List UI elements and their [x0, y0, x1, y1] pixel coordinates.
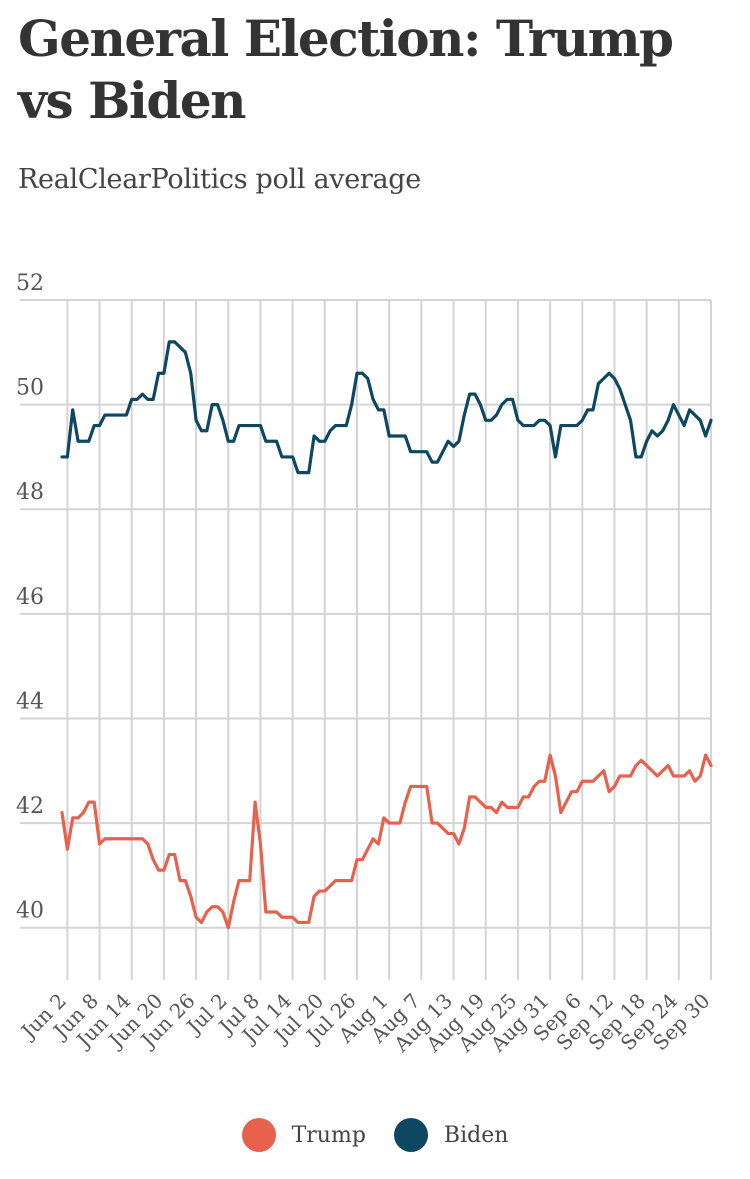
- y-tick-label: 44: [16, 689, 44, 714]
- legend-swatch-trump: [241, 1118, 276, 1152]
- legend-item-trump[interactable]: Trump: [241, 1118, 366, 1152]
- grid-lines: [20, 299, 712, 980]
- chart-title: General Election: Trump vs Biden: [18, 9, 674, 130]
- y-tick-label: 42: [16, 794, 44, 819]
- legend-swatch-biden: [393, 1118, 428, 1152]
- y-tick-label: 52: [16, 271, 44, 296]
- series-line-biden: [60, 340, 713, 475]
- y-axis-ticks: 52 50 48 46 44 42 40: [16, 271, 44, 924]
- y-tick-label: 50: [16, 376, 44, 401]
- y-tick-label: 40: [16, 899, 44, 924]
- legend-label-biden: Biden: [443, 1122, 509, 1148]
- y-tick-label: 46: [16, 585, 44, 610]
- y-tick-label: 48: [16, 480, 44, 505]
- series-line-trump: [60, 753, 713, 930]
- series-lines: [60, 340, 713, 930]
- chart-subtitle: RealClearPolitics poll average: [18, 164, 421, 195]
- legend: Trump Biden: [0, 1112, 750, 1158]
- legend-item-biden[interactable]: Biden: [393, 1118, 509, 1152]
- legend-label-trump: Trump: [291, 1122, 366, 1148]
